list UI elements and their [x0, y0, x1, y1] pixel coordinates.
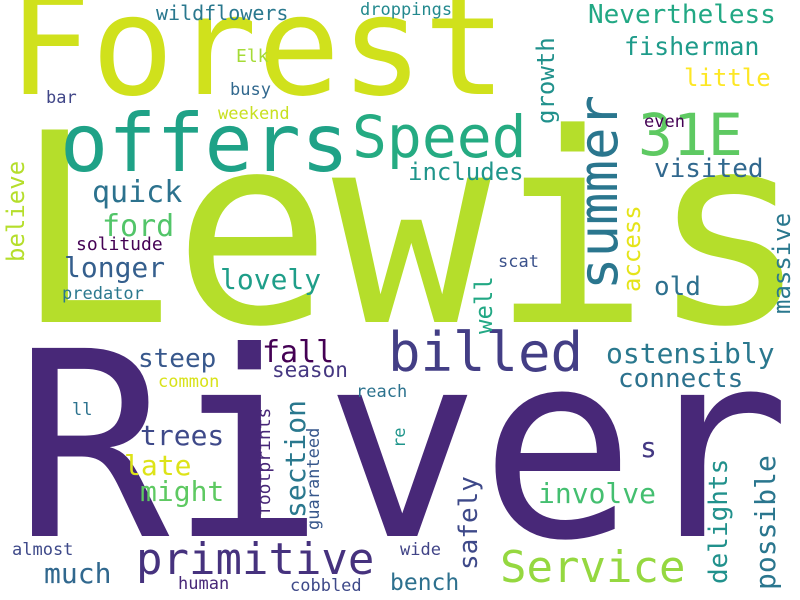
word-massive: massive [768, 212, 796, 314]
word-believe: believe [2, 160, 30, 262]
word-common: common [158, 372, 220, 392]
word-billed: billed [388, 321, 584, 384]
word-solitude: solitude [76, 234, 163, 255]
word-almost: almost [12, 540, 74, 560]
word-access: access [618, 205, 646, 292]
word-lewis: Lewis [14, 78, 800, 385]
word-longer: longer [64, 251, 166, 284]
word-scat: scat [498, 252, 539, 272]
word-little: little [684, 64, 771, 92]
word-possible: possible [749, 455, 782, 590]
word-ford: ford [102, 209, 175, 244]
word-trees: trees [140, 419, 225, 452]
word-nevertheless: Nevertheless [588, 0, 776, 30]
word-footprints: footprints [254, 407, 275, 516]
word-quick: quick [92, 175, 183, 210]
word-visited: visited [654, 154, 764, 184]
word-elk: Elk [236, 46, 269, 67]
word-growth: growth [532, 37, 560, 124]
word-connects: connects [618, 364, 744, 394]
word-droppings: droppings [360, 0, 453, 20]
word-fisherman: fisherman [624, 32, 760, 61]
word-busy: busy [230, 80, 271, 100]
word-wildflowers: wildflowers [156, 1, 289, 25]
word-guaranteed: guaranteed [304, 427, 324, 530]
word-fall: fall [262, 335, 335, 370]
word-delights: delights [704, 458, 734, 584]
word-involve: involve [538, 477, 657, 510]
word-ll: ll [72, 400, 93, 420]
word-forest: Forest [8, 0, 507, 127]
word-cobbled: cobbled [290, 576, 362, 596]
word-ostensibly: ostensibly [606, 337, 775, 370]
word-service: Service [500, 542, 686, 593]
word-re: re [390, 427, 410, 448]
word-offers: offers [60, 97, 349, 190]
word-late: late [124, 449, 192, 482]
word-even: even [644, 112, 685, 132]
word-season: season [272, 358, 348, 382]
word-speed: Speed [352, 103, 527, 171]
word-predator: predator [62, 284, 144, 304]
word-wide: wide [400, 540, 441, 560]
word-bar: bar [46, 88, 77, 108]
word-old: old [654, 272, 701, 302]
word-river: River [14, 297, 791, 597]
word-human: human [178, 574, 230, 594]
word-reach: reach [356, 382, 408, 402]
word-might: might [140, 475, 225, 508]
word-safely: safely [454, 476, 484, 570]
word-steep: steep [138, 344, 217, 374]
word-well: well [470, 276, 498, 334]
word-31e: 31E [638, 101, 743, 169]
word-primitive: primitive [136, 534, 375, 585]
word-weekend: weekend [218, 104, 290, 124]
word-lovely: lovely [220, 263, 322, 296]
word-bench: bench [390, 570, 460, 596]
word-much: much [44, 557, 112, 590]
word-includes: includes [408, 158, 524, 186]
word-s: s [640, 431, 657, 464]
